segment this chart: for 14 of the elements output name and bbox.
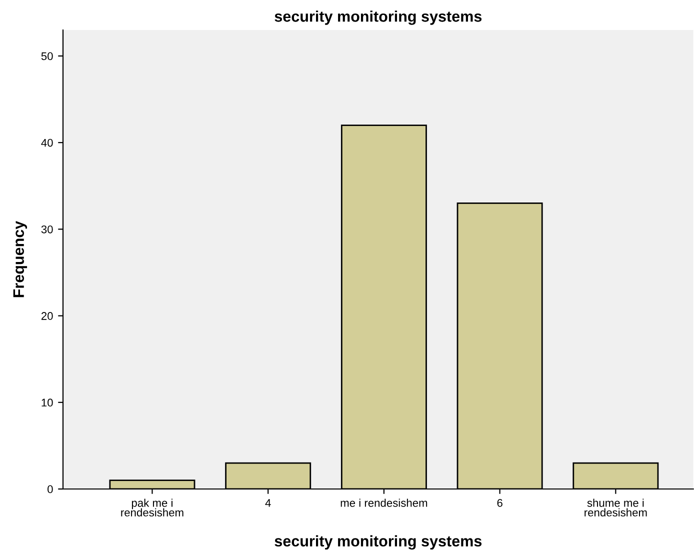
x-tick-label: me i rendesishem: [340, 498, 428, 507]
chart-title: security monitoring systems: [274, 10, 482, 25]
y-tick-label: 30: [41, 225, 53, 234]
x-tick-label: 6: [497, 499, 502, 507]
y-tick-label: 0: [48, 485, 53, 494]
y-axis-title: Frequency: [13, 220, 28, 298]
y-tick-label: 40: [41, 138, 53, 147]
x-tick-label: shume me i rendesishem: [584, 498, 647, 516]
x-tick-label: pak me i rendesishem: [121, 498, 184, 516]
x-tick-label: 4: [265, 499, 271, 507]
y-tick-label: 50: [41, 52, 53, 60]
x-axis-title: security monitoring systems: [274, 535, 482, 550]
y-tick-label: 10: [42, 398, 53, 407]
y-tick-label: 20: [41, 312, 53, 320]
